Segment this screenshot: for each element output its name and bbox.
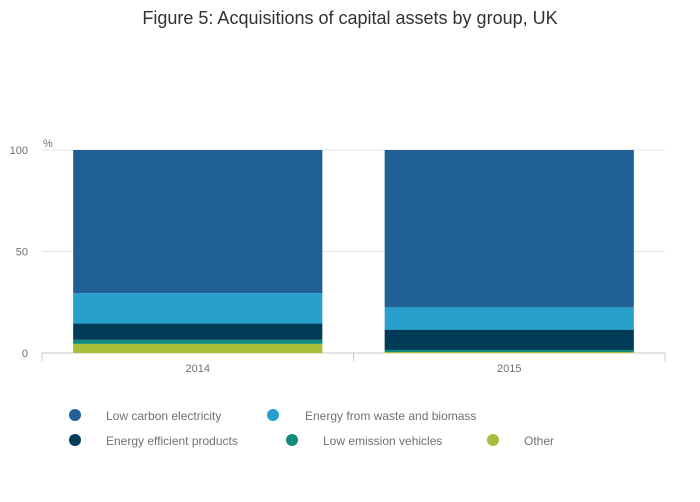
legend-swatch-other [487, 434, 499, 446]
legend-swatch-low-emission-vehicles [286, 434, 298, 446]
bar-2014-other [73, 344, 322, 353]
y-tick-label-0: 0 [22, 348, 28, 360]
bar-2014-energy-from-waste-and-biomass [73, 293, 322, 323]
bar-2015-low-emission-vehicles [385, 350, 634, 352]
legend-label-energy-from-waste-and-biomass: Energy from waste and biomass [305, 409, 476, 423]
bar-2015-energy-from-waste-and-biomass [385, 307, 634, 329]
chart-svg: 0 50 100% 2014 2015 Low carbon electricity Ene… [0, 0, 700, 502]
y-tick-label-50: 50 [16, 247, 28, 259]
bar-2014-low-carbon-electricity [73, 150, 322, 293]
x-tick-label-2015: 2015 [497, 363, 521, 375]
legend-swatch-low-carbon-electricity [69, 409, 81, 421]
y-tick-label-100: 100 [10, 145, 28, 157]
legend-swatch-energy-from-waste-and-biomass [267, 409, 279, 421]
chart-container: Figure 5: Acquisitions of capital assets… [0, 0, 700, 502]
legend-swatch-energy-efficient-products [69, 434, 81, 446]
bar-2015-energy-efficient-products [385, 330, 634, 350]
legend-label-low-emission-vehicles: Low emission vehicles [323, 434, 442, 448]
x-tick-label-2014: 2014 [186, 363, 210, 375]
bar-2014-low-emission-vehicles [73, 340, 322, 344]
bar-2015-other [385, 352, 634, 353]
bar-2014-energy-efficient-products [73, 324, 322, 340]
legend-label-low-carbon-electricity: Low carbon electricity [106, 409, 221, 423]
y-axis-unit-label: % [43, 138, 53, 150]
bar-2015-low-carbon-electricity [385, 150, 634, 307]
legend-label-energy-efficient-products: Energy efficient products [106, 434, 238, 448]
legend-label-other: Other [524, 434, 554, 448]
